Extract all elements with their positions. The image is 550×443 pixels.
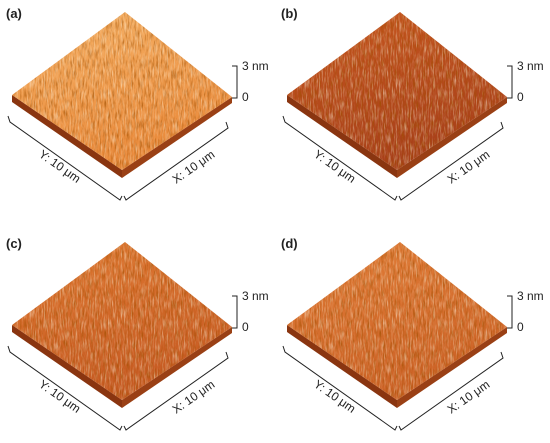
surface-side <box>397 327 507 408</box>
z-scale-bar <box>232 65 238 99</box>
z-zero-label: 0 <box>517 90 524 104</box>
z-zero-label: 0 <box>517 320 524 334</box>
panel-label: (a) <box>6 6 22 21</box>
afm-panel: Y: 10 μm X: 10 μm 3 nm 0 (d) <box>281 236 544 431</box>
panel-label: (b) <box>281 6 298 21</box>
z-zero-label: 0 <box>242 90 249 104</box>
y-axis-line <box>282 345 398 431</box>
surface-side <box>122 97 232 178</box>
afm-panel: Y: 10 μm X: 10 μm 3 nm 0 (b) <box>281 6 544 201</box>
z-top-label: 3 nm <box>242 59 269 73</box>
x-axis-label: X: 10 μm <box>445 147 493 186</box>
y-axis-line <box>7 115 123 201</box>
y-axis-label: Y: 10 μm <box>36 147 83 186</box>
z-top-label: 3 nm <box>517 289 544 303</box>
surface-side <box>122 327 232 408</box>
z-top-label: 3 nm <box>517 59 544 73</box>
z-scale-bar <box>232 295 238 329</box>
x-axis-line <box>398 351 504 431</box>
panel-label: (d) <box>281 236 298 251</box>
z-top-label: 3 nm <box>242 289 269 303</box>
y-axis-line <box>7 345 123 431</box>
x-axis-line <box>398 121 504 201</box>
y-axis-label: Y: 10 μm <box>36 377 83 416</box>
z-zero-label: 0 <box>242 320 249 334</box>
y-axis-line <box>282 115 398 201</box>
surface-side <box>12 95 122 178</box>
x-axis-line <box>123 121 229 201</box>
afm-panel: Y: 10 μm X: 10 μm 3 nm 0 (c) <box>6 236 269 431</box>
z-scale-bar <box>507 295 513 329</box>
surface-side <box>12 325 122 408</box>
x-axis-label: X: 10 μm <box>445 377 493 416</box>
x-axis-line <box>123 351 229 431</box>
y-axis-label: Y: 10 μm <box>311 147 358 186</box>
x-axis-label: X: 10 μm <box>170 147 218 186</box>
surface-side <box>287 325 397 408</box>
x-axis-label: X: 10 μm <box>170 377 218 416</box>
surface-side <box>397 97 507 178</box>
surface-side <box>287 95 397 178</box>
y-axis-label: Y: 10 μm <box>311 377 358 416</box>
panel-label: (c) <box>6 236 22 251</box>
afm-panel: Y: 10 μm X: 10 μm 3 nm 0 (a) <box>6 6 269 201</box>
z-scale-bar <box>507 65 513 99</box>
